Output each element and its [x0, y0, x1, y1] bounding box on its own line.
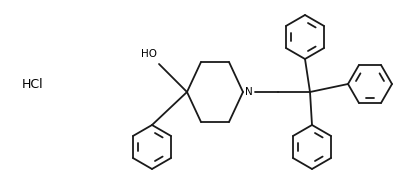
- Text: HCl: HCl: [22, 79, 44, 92]
- Text: N: N: [245, 87, 253, 97]
- Text: HO: HO: [141, 49, 157, 59]
